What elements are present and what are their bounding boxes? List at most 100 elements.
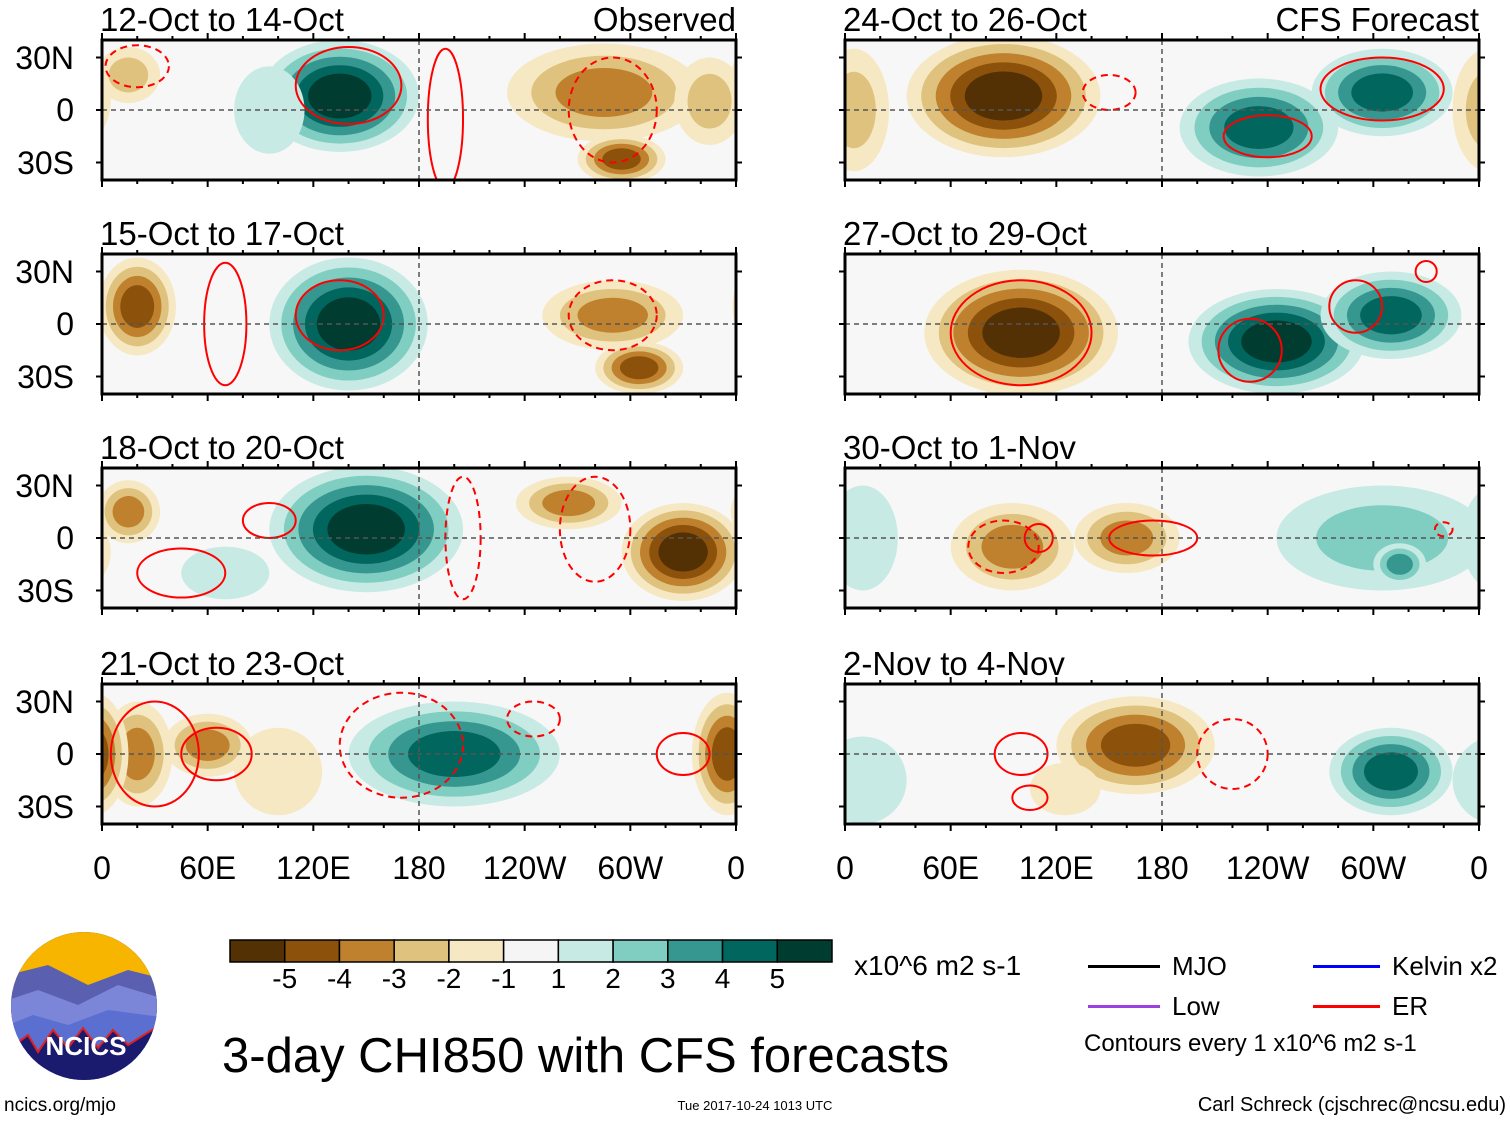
anomaly-level [730, 752, 784, 790]
panel-title: 27-Oct to 29-Oct [843, 215, 1087, 252]
lat-label: 30S [17, 144, 74, 181]
colorbar-cell [338, 939, 395, 963]
figure-title: 3-day CHI850 with CFS forecasts [222, 1029, 950, 1083]
panel-title: 24-Oct to 26-Oct [843, 1, 1087, 38]
anomaly-level [555, 68, 653, 117]
anomaly-level [845, 71, 876, 149]
anomaly-level [542, 489, 596, 517]
colorbar-cell [721, 939, 779, 963]
anomaly-level [845, 736, 907, 824]
lat-label: 30N [15, 467, 74, 504]
lon-label: 180 [392, 850, 446, 886]
er-contour [294, 279, 385, 352]
er-contour [506, 700, 561, 738]
lon-label: 60W [1340, 850, 1407, 886]
er-contour [338, 691, 465, 799]
anomaly-level [308, 73, 372, 119]
colorbar-label: -5 [272, 963, 298, 994]
anomaly-level [739, 488, 787, 535]
lon-label: 0 [1470, 850, 1488, 886]
panel-title: 18-Oct to 20-Oct [100, 429, 344, 466]
er-contour [1217, 317, 1283, 383]
anomaly-level [1465, 74, 1479, 146]
colorbar-cell [557, 939, 614, 963]
map-panel [96, 461, 787, 615]
colorbar-label: -2 [436, 963, 462, 994]
lat-label: 30N [15, 253, 74, 290]
anomaly-level [1241, 320, 1312, 363]
er-contour [1222, 114, 1313, 159]
contour-note: Contours every 1 x10^6 m2 s-1 [1084, 1030, 1417, 1057]
er-contour [558, 475, 632, 583]
footer-link[interactable]: ncics.org/mjo [4, 1095, 116, 1116]
er-contour [136, 547, 227, 599]
colorbar-cell [612, 939, 669, 963]
colorbar-cell [283, 939, 341, 963]
anomaly-level [754, 728, 789, 781]
er-contour [949, 279, 1093, 387]
lon-label: 180 [1135, 850, 1189, 886]
anomaly-level [982, 307, 1060, 358]
colorbar-cell [229, 939, 286, 963]
footer-timestamp: Tue 2017-10-24 1013 UTC [677, 1098, 833, 1113]
lat-label: 30S [17, 572, 74, 609]
anomaly-level [102, 526, 111, 578]
colorbar-label: 4 [714, 963, 731, 994]
anomaly-level [119, 727, 155, 781]
anomaly-level [577, 297, 648, 333]
er-contour [109, 700, 200, 808]
lat-label: 0 [56, 92, 74, 128]
anomaly-level [739, 543, 792, 585]
lon-label: 120W [1225, 850, 1310, 886]
anomaly-level [234, 727, 323, 816]
anomaly-level [754, 285, 788, 328]
panel-label: CFS Forecast [1275, 1, 1479, 38]
anomaly-level [740, 267, 803, 347]
legend-label: MJO [1172, 951, 1227, 981]
legend-label: Low [1172, 991, 1220, 1021]
anomaly-level [1452, 740, 1479, 821]
anomaly-level [112, 496, 145, 528]
colorbar-label: 5 [769, 963, 786, 994]
lon-label: 0 [836, 850, 854, 886]
anomaly-level [747, 496, 779, 528]
anomaly-level [687, 73, 732, 129]
anomaly-level [602, 148, 641, 170]
anomaly-level [981, 524, 1044, 569]
anomaly-level [730, 59, 736, 91]
lon-label: 0 [93, 850, 111, 886]
er-contour [567, 279, 658, 352]
er-contour [967, 519, 1040, 574]
er-contour [1081, 74, 1137, 111]
legend-line-mjo [1088, 965, 1160, 968]
lon-label: 60W [597, 850, 664, 886]
anomaly-level [102, 718, 116, 790]
er-contour [104, 44, 170, 89]
anomaly-level [234, 66, 305, 154]
colorbar-label: 1 [550, 963, 567, 994]
panel-title: 12-Oct to 14-Oct [100, 1, 344, 38]
anomaly-level [753, 554, 779, 575]
legend-label: Kelvin x2 [1392, 951, 1498, 981]
anomaly-level [730, 494, 736, 530]
logo-text: NCICS [46, 1031, 127, 1061]
lat-label: 30N [15, 39, 74, 76]
er-contour [426, 47, 465, 180]
er-contour [1319, 56, 1445, 122]
colorbar-label: -3 [381, 963, 407, 994]
colorbar-cell [776, 939, 833, 963]
lat-label: 0 [56, 736, 74, 772]
colorbar-label: 3 [660, 963, 676, 994]
anomaly-level [732, 286, 736, 327]
panel-label: Observed [592, 1, 736, 38]
lon-label: 60E [922, 850, 980, 886]
anomaly-level [1100, 723, 1171, 767]
panel-title: 30-Oct to 1-Nov [843, 429, 1076, 466]
anomaly-level [658, 532, 708, 572]
lat-label: 30N [15, 683, 74, 720]
colorbar-label: -1 [491, 963, 517, 994]
colorbar-cell [667, 939, 724, 963]
legend-line-low [1088, 1005, 1160, 1008]
er-contour [1328, 279, 1384, 334]
map-panel [96, 677, 789, 831]
